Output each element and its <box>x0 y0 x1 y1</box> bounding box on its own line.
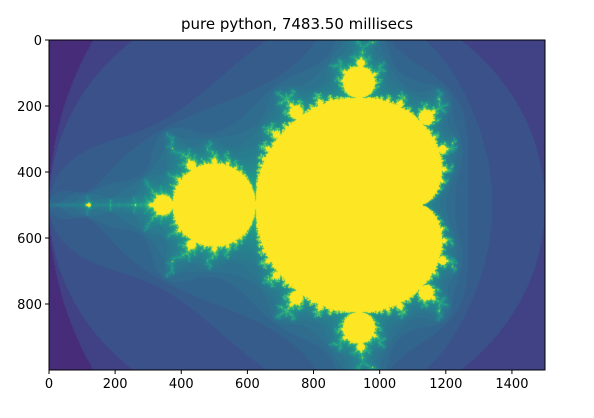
y-tick-label: 400 <box>17 166 42 181</box>
x-tick-label: 800 <box>301 377 326 392</box>
x-tick-label: 600 <box>235 377 260 392</box>
x-axis-ticks: 0 200 400 600 800 1000 1200 1400 <box>45 370 528 392</box>
x-tick-label: 200 <box>103 377 128 392</box>
y-tick-label: 800 <box>17 298 42 313</box>
chart-title: pure python, 7483.50 millisecs <box>181 15 413 33</box>
y-tick-label: 0 <box>34 34 42 49</box>
mandelbrot-heatmap <box>49 40 545 370</box>
y-tick-label: 200 <box>17 100 42 115</box>
x-tick-label: 1400 <box>495 377 528 392</box>
x-tick-label: 0 <box>45 377 53 392</box>
plot-frame <box>48 39 546 371</box>
y-axis-ticks: 0 200 400 600 800 <box>17 34 49 313</box>
x-tick-label: 1200 <box>429 377 462 392</box>
x-tick-label: 1000 <box>363 377 396 392</box>
plot-image-container <box>49 40 545 370</box>
y-tick-label: 600 <box>17 232 42 247</box>
x-tick-label: 400 <box>169 377 194 392</box>
